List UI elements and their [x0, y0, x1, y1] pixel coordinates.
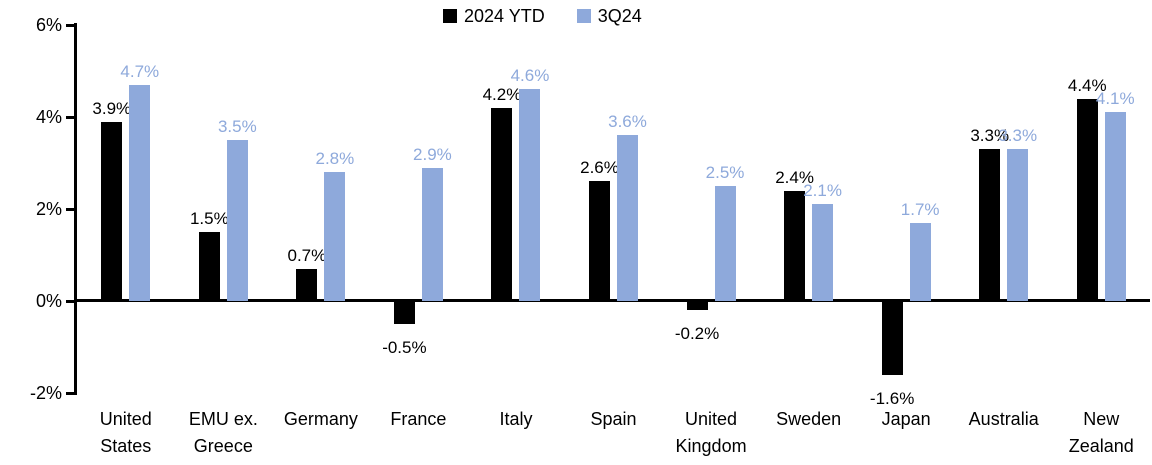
- value-label-3q24: 2.1%: [803, 181, 842, 201]
- legend: 2024 YTD 3Q24: [443, 6, 642, 26]
- x-axis-category-label: Spain: [590, 409, 637, 429]
- value-label-3q24: 2.9%: [413, 144, 452, 164]
- x-axis-category-label: Italy: [499, 409, 533, 429]
- bar-3q24: [421, 167, 443, 301]
- bar-ytd: [784, 190, 806, 301]
- x-axis-category-label: Germany: [283, 409, 358, 429]
- bar-columns: 3.9% 4.7% 1.5% 3.5% 0.7% 2.8% -0.5% 2.9% 4.2% 4.6…: [77, 25, 1150, 408]
- bar-ytd: [1076, 98, 1098, 301]
- value-label-ytd: 4.2%: [482, 84, 522, 104]
- bar-ytd: [491, 107, 513, 301]
- x-axis-category-label: United Kingdom: [675, 409, 747, 456]
- y-axis-tick: [66, 299, 75, 303]
- y-axis-line: [74, 23, 77, 395]
- legend-swatch-3q24-icon: [576, 9, 591, 23]
- x-axis-category-label: New Zealand: [1068, 409, 1134, 456]
- value-label-ytd: 0.7%: [287, 245, 327, 265]
- x-axis-category-label: Australia: [968, 409, 1039, 429]
- bar-ytd: [296, 268, 318, 301]
- category-group: -0.2% 2.5%: [662, 25, 760, 393]
- bar-ytd: [686, 301, 708, 311]
- legend-item-3q24: 3Q24: [576, 6, 642, 26]
- category-group: 2.4% 2.1%: [760, 25, 858, 393]
- value-label-ytd: -0.5%: [382, 338, 427, 357]
- legend-item-2024-ytd: 2024 YTD: [443, 6, 545, 26]
- category-group: 3.9% 4.7%: [77, 25, 175, 393]
- x-axis-labels: United States EMU ex. Greece Germany France It…: [77, 406, 1150, 460]
- bar-ytd: [979, 149, 1001, 301]
- bar-ytd: [393, 301, 415, 324]
- category-group: 0.7% 2.8%: [272, 25, 370, 393]
- y-axis-tick: [66, 207, 75, 211]
- category-group: -0.5% 2.9%: [370, 25, 468, 393]
- value-label-ytd: 3.9%: [92, 98, 132, 118]
- category-group: 1.5% 3.5%: [175, 25, 273, 393]
- y-axis-tick: [66, 391, 75, 395]
- category-group: 4.2% 4.6%: [467, 25, 565, 393]
- y-axis-tick: [66, 115, 75, 119]
- x-axis-category-label: EMU ex. Greece: [188, 409, 258, 456]
- value-label-ytd: 4.4%: [1067, 75, 1107, 95]
- legend-swatch-2024-ytd-icon: [443, 9, 457, 23]
- bar-ytd: [881, 301, 903, 375]
- category-group: 2.6% 3.6%: [565, 25, 663, 393]
- y-axis-tick-label: 0%: [35, 291, 62, 311]
- bar-3q24: [1104, 112, 1126, 301]
- value-label-3q24: 2.5%: [705, 163, 745, 182]
- bar-3q24: [1007, 149, 1029, 301]
- value-label-ytd: -0.2%: [674, 324, 720, 344]
- legend-label-3q24: 3Q24: [597, 6, 642, 26]
- y-axis-tick: [66, 23, 75, 27]
- value-label-3q24: 3.6%: [608, 112, 647, 132]
- value-label-ytd: -1.6%: [869, 388, 915, 408]
- value-label-3q24: 4.1%: [1095, 89, 1135, 109]
- legend-label-2024-ytd: 2024 YTD: [464, 6, 545, 26]
- value-label-3q24: 2.8%: [315, 149, 355, 169]
- y-axis-tick-label: 6%: [35, 15, 62, 35]
- value-label-3q24: 3.3%: [998, 126, 1038, 146]
- category-group: -1.6% 1.7%: [857, 25, 955, 408]
- y-axis-tick-label: -2%: [29, 383, 62, 403]
- zero-baseline: [77, 299, 1150, 302]
- bar-3q24: [909, 222, 931, 301]
- y-axis-tick-label: 4%: [35, 107, 62, 127]
- bar-3q24: [812, 204, 834, 301]
- bar-3q24: [226, 140, 248, 301]
- category-group: 4.4% 4.1%: [1052, 25, 1150, 393]
- bar-3q24: [617, 135, 638, 301]
- value-label-ytd: 2.6%: [580, 158, 619, 178]
- x-axis-category-label: Japan: [881, 409, 931, 429]
- y-axis-tick-label: 2%: [35, 199, 62, 219]
- x-axis-category-label: France: [390, 409, 447, 429]
- x-axis-category-label: United States: [99, 409, 152, 456]
- bar-ytd: [198, 232, 220, 301]
- category-group: 3.3% 3.3%: [955, 25, 1053, 393]
- bar-3q24: [129, 84, 151, 301]
- plot-area: 3.9% 4.7% 1.5% 3.5% 0.7% 2.8% -0.5% 2.9% 4.2% 4.6…: [77, 25, 1150, 408]
- value-label-3q24: 4.6%: [510, 66, 550, 86]
- x-axis-category-label: Sweden: [776, 409, 842, 429]
- bar-ytd: [589, 181, 610, 301]
- value-label-ytd: 1.5%: [189, 209, 229, 228]
- value-label-ytd: 3.3%: [970, 126, 1010, 146]
- bar-ytd: [101, 121, 123, 301]
- value-label-3q24: 1.7%: [900, 199, 940, 219]
- value-label-3q24: 4.7%: [120, 61, 160, 81]
- bar-3q24: [519, 89, 541, 301]
- value-label-3q24: 3.5%: [217, 117, 257, 136]
- bar-3q24: [714, 186, 736, 301]
- value-label-ytd: 2.4%: [775, 167, 814, 187]
- bar-3q24: [324, 172, 346, 301]
